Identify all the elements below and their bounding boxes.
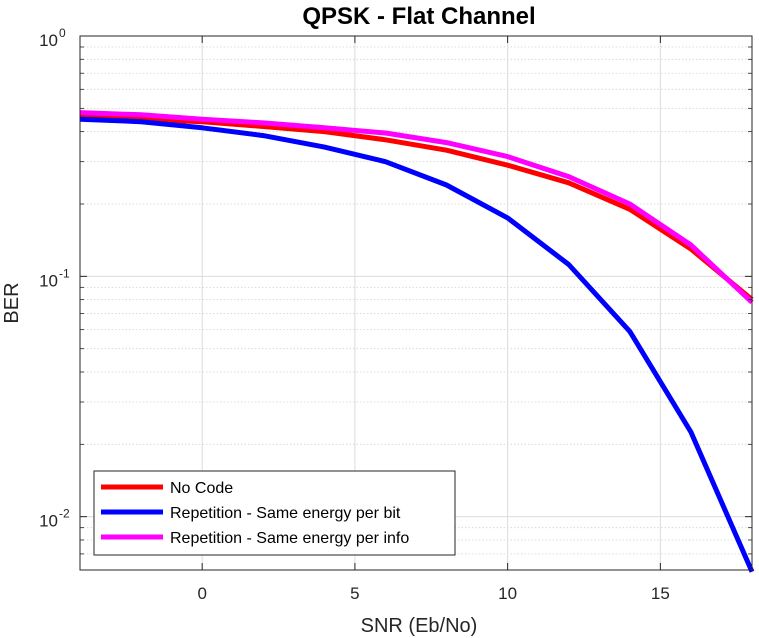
x-tick-labels: 0 5 10 15 <box>197 584 669 603</box>
y-tick-exponent: 0 <box>59 26 66 40</box>
x-tick-label: 5 <box>350 584 359 603</box>
chart-title: QPSK - Flat Channel <box>302 3 535 30</box>
x-tick-label: 15 <box>651 584 670 603</box>
series-line <box>79 114 754 302</box>
series-line <box>79 110 754 305</box>
x-tick-label: 10 <box>498 584 517 603</box>
y-tick-label: 10 <box>39 31 58 50</box>
y-tick-label: 10 <box>39 512 58 531</box>
y-tick-label: 10 <box>39 271 58 290</box>
y-tick-exponent: -1 <box>59 266 70 280</box>
legend-label: Repetition - Same energy per info <box>170 530 409 547</box>
legend-label: Repetition - Same energy per bit <box>170 505 401 522</box>
series-lines <box>79 110 755 573</box>
series-line <box>79 116 755 573</box>
y-tick-exponent: -2 <box>59 507 70 521</box>
x-axis-label: SNR (Eb/No) <box>361 615 478 637</box>
legend: No Code Repetition - Same energy per bit R… <box>93 470 456 556</box>
legend-label: No Code <box>170 480 233 497</box>
x-tick-label: 0 <box>197 584 206 603</box>
axis-ticks <box>80 35 752 571</box>
plot-frame <box>79 35 753 571</box>
y-axis-label: BER <box>1 282 23 323</box>
